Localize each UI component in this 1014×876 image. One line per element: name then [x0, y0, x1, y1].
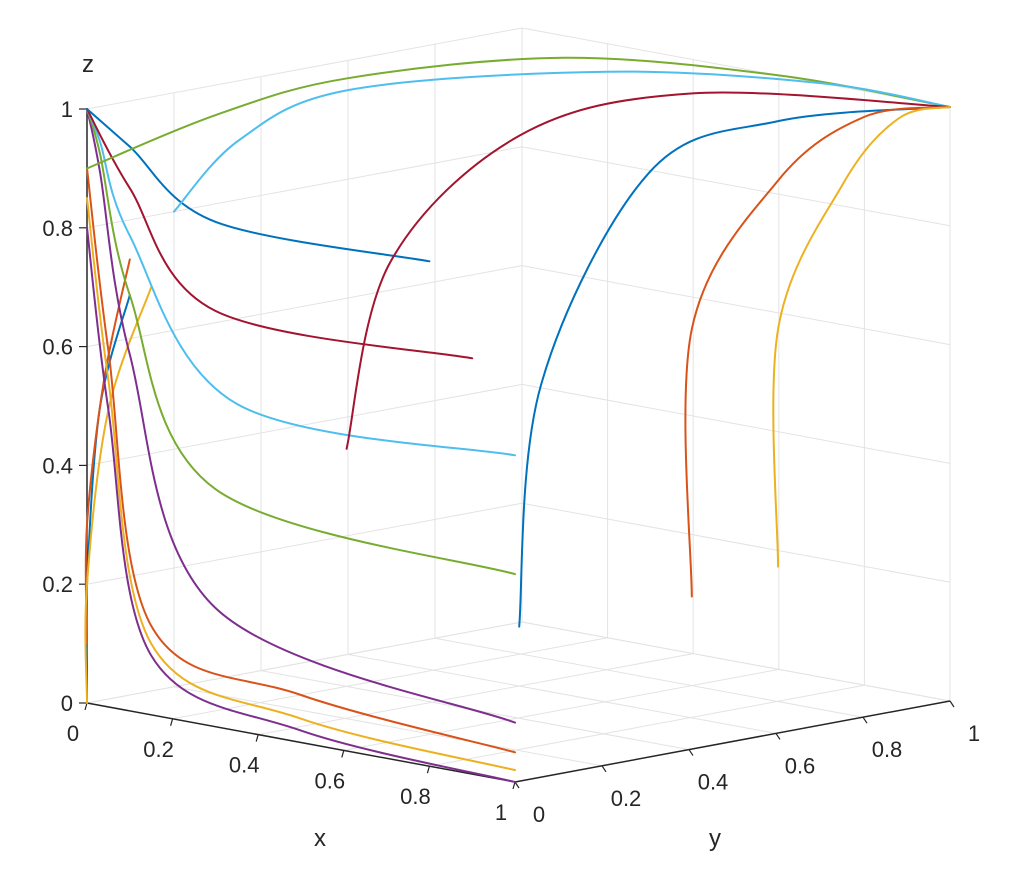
x-axis-label: x — [314, 825, 326, 852]
trajectory-line-5 — [86, 108, 516, 576]
trajectory-line-15 — [518, 106, 951, 628]
y-tick-label: 0.6 — [785, 753, 816, 778]
z-tick-label: 1 — [61, 97, 73, 122]
x-tick-label: 1 — [495, 800, 507, 825]
grid-ywall-z-3 — [521, 265, 951, 346]
trajectory-line-17 — [772, 106, 951, 568]
y-tick-mark — [601, 765, 607, 773]
grid-xwall-z-5 — [86, 27, 523, 110]
z-axis-label: z — [82, 51, 94, 78]
x-tick-mark — [84, 702, 88, 711]
y-axis-line — [514, 700, 951, 783]
x-tick-label: 0 — [67, 721, 79, 746]
trajectory-line-9 — [86, 167, 516, 754]
grid-ywall-z-4 — [521, 146, 951, 227]
y-tick-mark — [688, 749, 694, 756]
trajectory-line-8 — [86, 108, 431, 263]
x-tick-label: 0.6 — [315, 768, 346, 793]
trajectory-line-10 — [86, 197, 516, 772]
y-tick-mark — [514, 781, 520, 789]
y-axis-label: y — [709, 825, 721, 852]
grid-floor-y-3 — [347, 653, 777, 734]
y-tick-label: 0 — [533, 802, 545, 827]
grid-xwall-z-2 — [86, 383, 523, 466]
x-tick-label: 0.2 — [143, 737, 174, 762]
grid-xwall-z-3 — [86, 265, 523, 348]
z-tick-label: 0.6 — [42, 335, 73, 360]
trajectory-line-6 — [86, 108, 516, 457]
x-tick-mark — [512, 781, 516, 790]
z-tick-label: 0 — [61, 691, 73, 716]
grid-ywall-z-2 — [521, 383, 951, 464]
grid-xwall-z-1 — [86, 502, 523, 585]
grid-floor-x-4 — [429, 684, 865, 767]
x-axis-line — [86, 702, 516, 783]
y-tick-label: 0.8 — [872, 737, 903, 762]
label-layer: x y z 0 0 0 0.2 0.2 0.2 0.4 0.4 0.4 0.6 0.6 0.6 0.8 0… — [42, 51, 980, 852]
grid-xwall-z-0 — [86, 621, 523, 704]
z-tick-label: 0.8 — [42, 216, 73, 241]
trajectory-line-3 — [84, 286, 153, 704]
grid-ywall-z-5 — [521, 27, 951, 108]
y-tick-label: 0.2 — [611, 786, 642, 811]
trajectory-line-14 — [345, 91, 951, 450]
trajectory-line-11 — [86, 226, 516, 783]
y-tick-mark — [949, 700, 955, 708]
grid-floor-y-1 — [173, 686, 603, 767]
grid-floor-y-5 — [521, 621, 951, 702]
y-tick-mark — [775, 733, 781, 740]
y-tick-mark — [862, 716, 868, 724]
trajectory-layer — [84, 56, 951, 783]
x-tick-label: 0.4 — [229, 753, 260, 778]
grid-floor-y-4 — [434, 637, 864, 718]
grid-floor-x-1 — [172, 637, 608, 720]
x-tick-mark — [341, 750, 345, 758]
grid-xwall-z-4 — [86, 146, 523, 229]
grid-floor-x-3 — [343, 668, 779, 751]
grid-floor-x-2 — [258, 653, 694, 736]
trajectory-line-13 — [173, 70, 951, 213]
x-tick-mark — [255, 734, 259, 742]
trajectory-line-4 — [86, 108, 516, 724]
y-tick-label: 1 — [968, 721, 980, 746]
z-tick-label: 0.4 — [42, 453, 73, 478]
x-tick-mark — [170, 718, 174, 726]
x-tick-mark — [426, 766, 430, 774]
grid-ywall-z-1 — [521, 502, 951, 583]
trajectory-line-16 — [684, 106, 951, 598]
trajectory-line-12 — [86, 56, 951, 170]
trajectory-line-7 — [86, 108, 474, 360]
z-tick-label: 0.2 — [42, 572, 73, 597]
y-tick-label: 0.4 — [698, 770, 729, 795]
x-tick-label: 0.8 — [400, 784, 431, 809]
